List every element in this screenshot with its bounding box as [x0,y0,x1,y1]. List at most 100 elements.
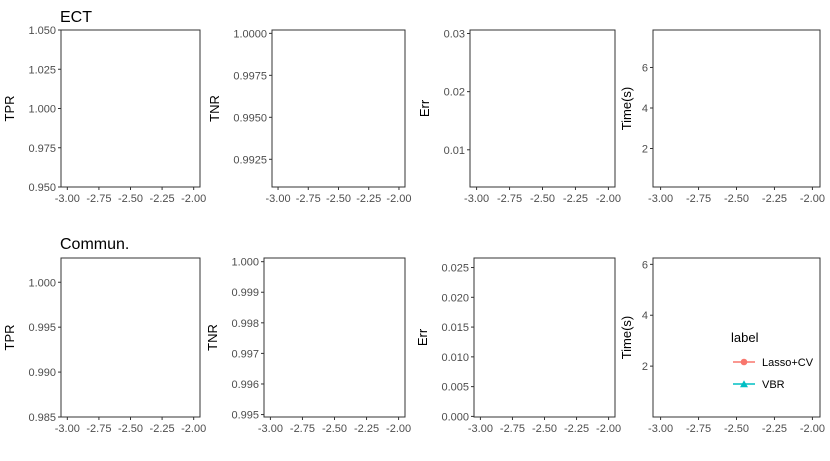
y-tick-label: 4 [642,310,648,322]
y-axis-title: TPR [2,325,17,351]
y-axis-title: TNR [207,95,222,122]
y-axis-title: TPR [2,96,17,122]
legend-key-lasso-cv [733,358,755,366]
y-tick-label: 0.03 [444,28,465,40]
y-tick-label: 0.995 [231,410,259,422]
x-tick-label: -2.25 [762,193,787,205]
x-tick-label: -2.00 [800,423,825,435]
panel-comm-err: -3.00 -2.75 -2.50 -2.25 -2.00 0.000 0.005 0.010… [415,257,621,435]
y-tick-label: 1.000 [28,277,56,289]
panel-border [652,257,821,418]
x-tick-label: -3.00 [464,193,489,205]
row-title-ect: ECT [60,9,92,26]
panel-border [271,29,406,188]
y-tick-label: 0.02 [444,87,465,99]
x-tick-label: -2.25 [762,423,787,435]
x-tick-label: -2.00 [800,193,825,205]
x-tick-label: -2.50 [724,193,749,205]
y-tick-label: 1.025 [28,64,56,76]
y-tick-label: 1.0000 [233,28,267,40]
x-tick-label: -2.25 [564,423,589,435]
y-axis-title: Time(s) [619,316,634,360]
y-tick-label: 0.975 [28,143,56,155]
panel-comm-time: -3.00 -2.75 -2.50 -2.25 -2.00 2 4 6 Time(s) [619,257,825,435]
x-tick-label: -2.75 [686,193,711,205]
x-tick-label: -2.50 [326,193,351,205]
legend-title: label [731,330,759,345]
y-axis-title: Time(s) [619,87,634,131]
x-tick-label: -2.50 [322,423,347,435]
y-tick-label: 0.01 [444,145,465,157]
legend-marker-vbr [740,380,748,388]
x-tick-label: -2.25 [354,423,379,435]
y-tick-label: 0.9925 [233,154,267,166]
x-tick-label: -2.50 [724,423,749,435]
y-tick-label: 0.9975 [233,70,267,82]
x-tick-label: -2.25 [150,423,175,435]
y-tick-label: 1.050 [28,25,56,37]
panel-border [60,29,201,188]
x-tick-label: -2.75 [497,193,522,205]
row-title-commun: Commun. [60,236,129,253]
y-tick-label: 0.025 [441,263,469,275]
panel-ect-err: -3.00 -2.75 -2.50 -2.25 -2.00 0.01 0.02 0.03 Err [417,28,621,205]
x-tick-label: -2.50 [532,423,557,435]
y-tick-label: 0.990 [28,367,56,379]
y-tick-label: 0.9950 [233,112,267,124]
legend-marker-lasso-cv [740,358,748,366]
x-tick-label: -3.00 [648,423,673,435]
x-tick-label: -2.00 [596,193,621,205]
y-tick-label: 0.010 [441,352,469,364]
x-tick-label: -2.25 [356,193,381,205]
panel-border [263,257,406,418]
y-tick-label: 0.997 [231,348,259,360]
y-tick-label: 0.996 [231,379,259,391]
panel-border [60,257,201,418]
y-tick-label: 0.950 [28,182,56,194]
x-tick-label: -2.00 [386,193,411,205]
x-tick-label: -2.00 [596,423,621,435]
y-tick-label: 0.005 [441,382,469,394]
y-tick-label: 6 [642,62,648,74]
x-tick-label: -2.75 [86,193,111,205]
panel-border [473,257,616,418]
x-tick-label: -3.00 [266,193,291,205]
x-tick-label: -2.50 [118,423,143,435]
x-tick-label: -2.75 [290,423,315,435]
panel-border [469,29,616,188]
legend-label-vbr: VBR [762,379,785,391]
panel-ect-tpr: -3.00 -2.75 -2.50 -2.25 -2.00 0.950 0.975 1.000… [2,25,206,205]
panel-comm-tpr: -3.00 -2.75 -2.50 -2.25 -2.00 0.985 0.990 0.995… [2,257,206,435]
y-axis-title: TNR [205,324,220,351]
x-tick-label: -2.75 [86,423,111,435]
x-tick-label: -3.00 [468,423,493,435]
x-tick-label: -2.75 [686,423,711,435]
y-tick-label: 0.015 [441,322,469,334]
legend-key-vbr [733,380,755,388]
x-tick-label: -3.00 [55,193,80,205]
x-tick-label: -2.25 [150,193,175,205]
x-tick-label: -2.25 [563,193,588,205]
x-tick-label: -3.00 [258,423,283,435]
legend: label Lasso+CV VBR [731,330,814,391]
y-tick-label: 0.985 [28,412,56,424]
y-tick-label: 1.000 [28,104,56,116]
y-tick-label: 0.000 [441,411,469,423]
panel-border [652,29,821,188]
y-tick-label: 0.995 [28,322,56,334]
y-axis-title: Err [415,328,430,346]
y-axis-title: Err [417,99,432,117]
x-tick-label: -2.00 [181,423,206,435]
y-tick-label: 2 [642,361,648,373]
x-tick-label: -2.50 [530,193,555,205]
panel-ect-tnr: -3.00 -2.75 -2.50 -2.25 -2.00 0.9925 0.9950 0.9… [207,28,412,205]
x-tick-label: -2.00 [181,193,206,205]
legend-label-lasso-cv: Lasso+CV [762,357,814,369]
y-tick-label: 1.000 [231,257,259,269]
panel-comm-tnr: -3.00 -2.75 -2.50 -2.25 -2.00 0.995 0.996 0.997… [205,257,411,435]
y-tick-label: 0.999 [231,287,259,299]
x-tick-label: -2.00 [386,423,411,435]
y-tick-label: 2 [642,144,648,156]
y-tick-label: 0.998 [231,318,259,330]
